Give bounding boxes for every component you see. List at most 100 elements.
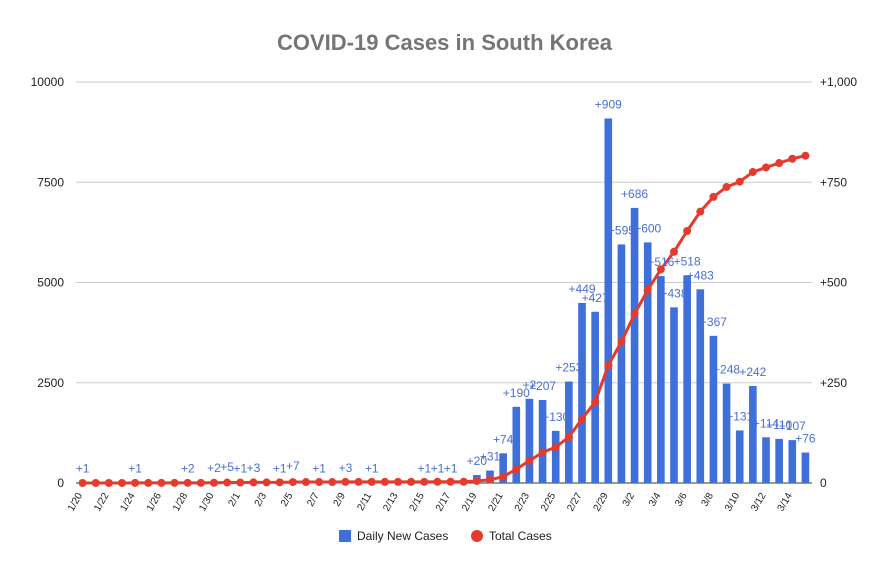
line-point xyxy=(131,479,139,487)
line-point xyxy=(223,479,231,487)
right-axis-tick-label: 0 xyxy=(820,476,827,490)
line-point xyxy=(736,178,744,186)
bar xyxy=(723,384,731,483)
x-axis-tick-label: 2/25 xyxy=(539,491,558,514)
legend-label-total-cases: Total Cases xyxy=(489,529,552,543)
data-label: +1 xyxy=(365,462,379,476)
line-point xyxy=(144,479,152,487)
line-point xyxy=(355,478,363,486)
data-label: +1 xyxy=(312,462,326,476)
line-point xyxy=(460,478,468,486)
legend-swatch-daily-new-cases xyxy=(339,530,351,542)
line-point xyxy=(407,478,415,486)
data-label: +76 xyxy=(795,432,816,446)
chart-title: COVID-19 Cases in South Korea xyxy=(0,30,889,56)
x-axis-tick-label: 2/1 xyxy=(226,491,243,509)
line-point xyxy=(723,183,731,191)
line-point xyxy=(420,478,428,486)
line-point xyxy=(788,155,796,163)
line-point xyxy=(499,473,507,481)
x-axis-tick-label: 2/21 xyxy=(486,491,505,514)
x-axis-tick-label: 2/3 xyxy=(253,491,270,509)
data-label: +909 xyxy=(595,97,622,111)
right-axis-tick-label: +1,000 xyxy=(820,75,857,89)
data-label: +1 xyxy=(128,462,142,476)
bar xyxy=(670,307,678,483)
data-label: +595 xyxy=(608,223,635,237)
line-point xyxy=(171,479,179,487)
bar xyxy=(762,437,770,483)
line-point xyxy=(709,193,717,201)
x-axis-tick-label: 2/23 xyxy=(513,491,532,514)
data-label: +516 xyxy=(647,255,674,269)
data-label: +686 xyxy=(621,187,648,201)
x-axis-tick-label: 2/7 xyxy=(305,491,322,509)
right-axis-tick-label: +750 xyxy=(820,175,847,189)
x-axis-tick-label: 2/11 xyxy=(355,491,374,513)
line-point xyxy=(249,478,257,486)
line-point xyxy=(486,476,494,484)
data-label: +207 xyxy=(529,379,556,393)
bar xyxy=(802,453,810,483)
legend-swatch-total-cases xyxy=(471,530,483,542)
x-axis-tick-label: 3/14 xyxy=(776,491,795,514)
data-label: +483 xyxy=(687,268,714,282)
data-label: +130 xyxy=(542,410,569,424)
line-point xyxy=(604,361,612,369)
left-axis-tick-label: 5000 xyxy=(37,276,64,290)
data-label: +600 xyxy=(634,221,661,235)
data-label: +1 xyxy=(233,462,247,476)
bar xyxy=(618,244,626,483)
left-axis-tick-label: 2500 xyxy=(37,376,64,390)
x-axis-tick-label: 1/20 xyxy=(66,491,85,514)
bar xyxy=(657,276,665,483)
line-point xyxy=(801,152,809,160)
line-point xyxy=(381,478,389,486)
bar xyxy=(775,439,783,483)
line-point xyxy=(302,478,310,486)
line-point xyxy=(92,479,100,487)
x-axis-tick-label: 1/30 xyxy=(197,491,216,514)
data-label: +3 xyxy=(339,461,353,475)
line-point xyxy=(394,478,402,486)
bar xyxy=(683,275,691,483)
line-point xyxy=(433,478,441,486)
line-point xyxy=(591,398,599,406)
line-point xyxy=(315,478,323,486)
bar xyxy=(644,242,652,483)
line-point xyxy=(473,477,481,485)
data-label: +1 xyxy=(273,462,287,476)
line-point xyxy=(578,415,586,423)
x-axis-tick-label: 1/26 xyxy=(145,491,164,514)
x-axis-tick-label: 2/17 xyxy=(434,491,453,514)
line-point xyxy=(210,479,218,487)
x-axis-tick-label: 3/4 xyxy=(647,491,664,509)
line-point xyxy=(105,479,113,487)
daily-new-cases-bars xyxy=(79,118,809,483)
x-axis-tick-label: 3/6 xyxy=(673,491,690,509)
x-axis-tick-label: 2/5 xyxy=(279,491,296,509)
x-axis-tick-label: 1/22 xyxy=(92,491,111,514)
data-label: +438 xyxy=(660,286,687,300)
bar xyxy=(749,386,757,483)
line-point xyxy=(197,479,205,487)
x-axis-tick-label: 2/13 xyxy=(381,491,400,514)
line-point xyxy=(617,338,625,346)
line-point xyxy=(118,479,126,487)
line-point xyxy=(263,478,271,486)
x-axis-tick-label: 2/29 xyxy=(592,491,611,514)
line-point xyxy=(289,478,297,486)
data-label: +253 xyxy=(555,361,582,375)
line-point xyxy=(447,478,455,486)
x-axis-tick-label: 2/9 xyxy=(332,491,349,509)
line-point xyxy=(539,448,547,456)
data-label: +518 xyxy=(674,254,701,268)
right-axis-tick-label: +250 xyxy=(820,376,847,390)
data-label: +74 xyxy=(493,432,514,446)
data-label: +1 xyxy=(76,462,90,476)
data-label: +1 xyxy=(444,462,458,476)
